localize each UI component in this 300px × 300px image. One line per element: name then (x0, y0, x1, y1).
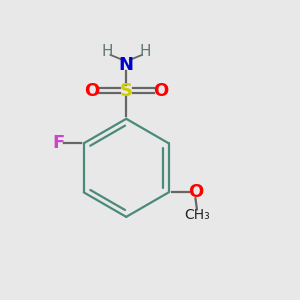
Text: O: O (188, 183, 203, 201)
Text: F: F (52, 134, 64, 152)
Text: O: O (153, 82, 168, 100)
Text: CH₃: CH₃ (184, 208, 210, 222)
Text: H: H (101, 44, 113, 59)
Text: S: S (120, 82, 133, 100)
Text: H: H (140, 44, 151, 59)
Text: N: N (119, 56, 134, 74)
Text: O: O (84, 82, 100, 100)
